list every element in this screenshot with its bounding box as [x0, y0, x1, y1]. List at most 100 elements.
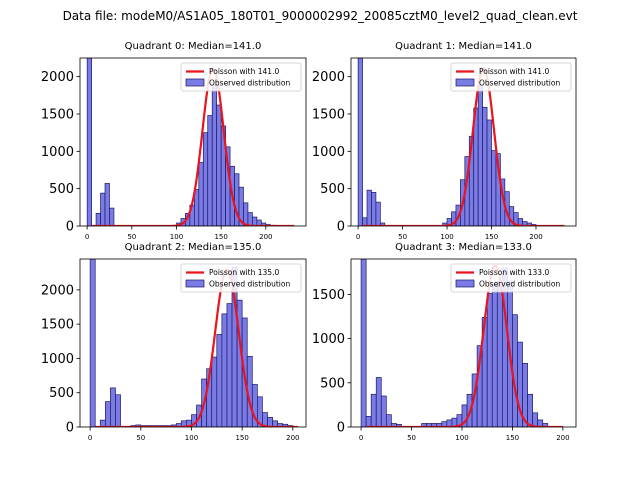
- panel-quadrant-1: Quadrant 1: Median=141.00500100015002000…: [312, 41, 577, 241]
- legend-box: [180, 62, 302, 92]
- histogram-bar: [89, 259, 96, 427]
- poisson-fit-line: [362, 67, 565, 226]
- x-tick-label: 0: [356, 233, 360, 241]
- histogram-bar: [247, 212, 253, 226]
- histogram-bar: [365, 416, 372, 427]
- histogram-bar: [396, 423, 402, 427]
- histogram-bar: [115, 394, 121, 427]
- axes-frame: [350, 57, 577, 227]
- x-tick-label: 100: [185, 434, 198, 442]
- histogram-bar: [379, 222, 386, 226]
- histogram-bar: [362, 217, 368, 226]
- y-tick-label: 0: [66, 220, 74, 235]
- y-tick-label: 1000: [41, 352, 74, 367]
- histogram-bar: [109, 207, 115, 226]
- histogram-bar: [100, 192, 106, 226]
- legend-label-fit: Poisson with 141.0: [209, 67, 279, 76]
- histogram-bar: [216, 334, 223, 427]
- poisson-fit-line: [366, 264, 563, 427]
- histogram-bars: [357, 58, 537, 226]
- legend-bar-swatch: [185, 78, 205, 87]
- histogram-bar: [477, 84, 483, 226]
- axes-frame: [350, 258, 577, 428]
- legend-label-observed: Observed distribution: [209, 280, 290, 289]
- panel-quadrant-2: Quadrant 2: Median=135.00500100015002000…: [41, 242, 307, 442]
- histogram-bar: [211, 84, 218, 226]
- histogram-bar: [491, 150, 497, 226]
- x-tick-label: 150: [235, 434, 248, 442]
- x-tick-label: 100: [440, 233, 453, 241]
- x-tick-label: 0: [88, 434, 92, 442]
- y-tick-label: 2000: [41, 283, 74, 298]
- y-tick-label: 1000: [41, 145, 74, 160]
- y-tick-label: 1500: [312, 108, 345, 123]
- y-tick-label: 1500: [41, 108, 74, 123]
- y-tick-label: 2000: [41, 70, 74, 85]
- x-tick-label: 200: [529, 233, 542, 241]
- figure-suptitle: Data file: modeM0/AS1A05_180T01_90000029…: [63, 9, 578, 23]
- y-tick-label: 0: [337, 220, 345, 235]
- x-tick-label: 50: [398, 233, 407, 241]
- histogram-bar: [482, 106, 488, 226]
- y-tick-label: 2000: [312, 70, 345, 85]
- x-tick-label: 150: [214, 233, 227, 241]
- poisson-fit-line: [95, 268, 298, 427]
- histogram-bar: [385, 414, 392, 427]
- histogram-bar: [370, 393, 377, 427]
- legend: Poisson with 141.0 Observed distribution: [450, 62, 572, 92]
- histogram-bar: [486, 119, 492, 226]
- axes-frame: [79, 57, 307, 227]
- histogram-bar: [257, 396, 263, 427]
- histogram-bar: [216, 104, 222, 226]
- histogram-bar: [198, 162, 204, 226]
- x-tick-label: 0: [359, 434, 363, 442]
- poisson-fit-line: [91, 67, 295, 226]
- legend-bar-swatch: [455, 279, 475, 288]
- histogram-bar: [371, 192, 377, 226]
- legend-label-fit: Poisson with 141.0: [479, 67, 549, 76]
- panel-quadrant-3: Quadrant 3: Median=133.0 0 500 1000 1500 0 50 1…: [312, 242, 577, 442]
- histogram-bar: [527, 393, 533, 427]
- histogram-bar: [104, 401, 111, 427]
- histogram-bar: [360, 259, 367, 427]
- y-tick-label: 500: [320, 376, 345, 391]
- y-tick-label: 0: [337, 421, 345, 436]
- axes-frame: [79, 258, 307, 428]
- legend: Poisson with 133.0 Observed distribution: [450, 263, 572, 293]
- y-tick-label: 0: [66, 421, 74, 436]
- y-tick-label: 1500: [41, 318, 74, 333]
- panel-title: Quadrant 1: Median=141.0: [395, 41, 532, 52]
- y-tick-label: 1000: [312, 145, 345, 160]
- histogram-bar: [202, 132, 209, 226]
- x-tick-label: 100: [455, 434, 468, 442]
- legend-label-observed: Observed distribution: [479, 79, 560, 88]
- histogram-bar: [95, 212, 101, 226]
- histogram-bar: [542, 423, 549, 427]
- histogram-bar: [86, 58, 92, 226]
- histogram-bar: [366, 189, 372, 226]
- histogram-bar: [375, 377, 382, 427]
- legend-box: [450, 62, 572, 92]
- legend-label-fit: Poisson with 135.0: [209, 268, 279, 277]
- y-tick-label: 500: [320, 182, 345, 197]
- y-tick-label: 500: [49, 182, 74, 197]
- histogram-bar: [211, 356, 218, 427]
- histogram-bar: [207, 115, 213, 226]
- legend-label-observed: Observed distribution: [479, 280, 560, 289]
- histogram-bar: [380, 395, 387, 427]
- histogram-bar: [110, 387, 116, 427]
- legend: Poisson with 141.0 Observed distribution: [180, 62, 302, 92]
- histogram-bar: [221, 313, 228, 427]
- legend: Poisson with 135.0 Observed distribution: [180, 263, 302, 293]
- histogram-bar: [375, 201, 381, 226]
- histogram-bar: [496, 280, 503, 427]
- histogram-bar: [252, 216, 258, 226]
- x-tick-label: 200: [556, 434, 569, 442]
- histogram-bar: [104, 183, 110, 226]
- histogram-bar: [491, 282, 498, 427]
- x-tick-label: 50: [127, 233, 136, 241]
- panel-title: Quadrant 3: Median=133.0: [395, 242, 532, 253]
- y-tick-label: 1500: [312, 288, 345, 303]
- x-tick-label: 0: [85, 233, 89, 241]
